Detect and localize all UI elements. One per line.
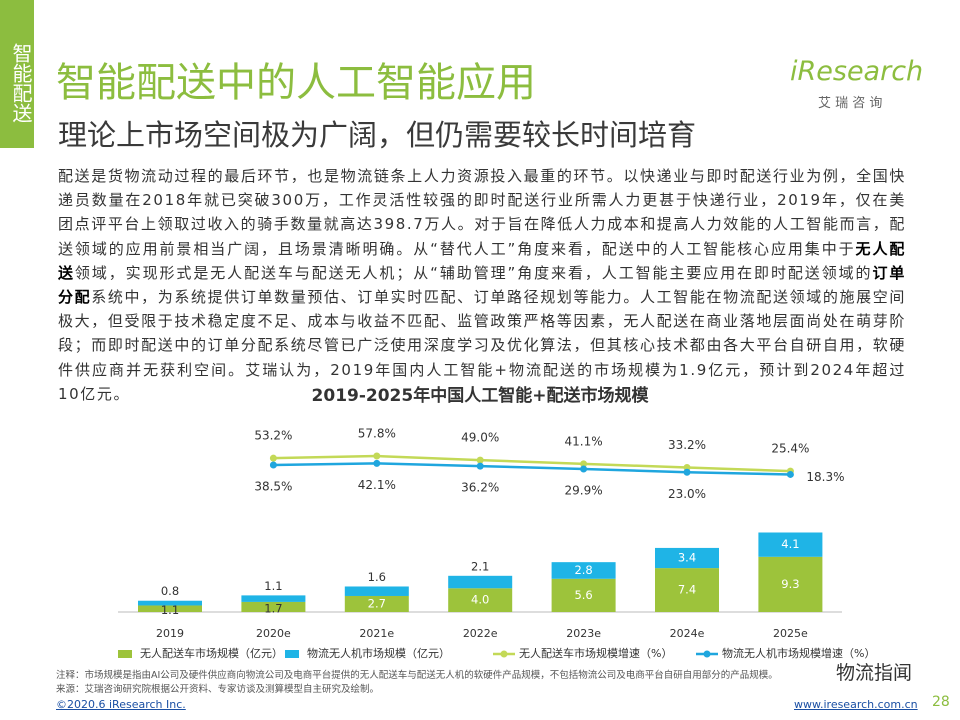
bar-segment	[551, 562, 616, 579]
line-label: 25.4%	[771, 442, 809, 456]
line-label: 18.3%	[806, 470, 844, 484]
line-label: 42.1%	[358, 478, 396, 492]
legend-swatch	[500, 650, 508, 658]
bar-segment	[448, 588, 513, 612]
bar-segment	[655, 568, 719, 612]
bar-segment	[138, 600, 202, 606]
bar-segment	[241, 601, 306, 612]
watermark: 物流指闻	[836, 662, 913, 684]
bar-segment	[655, 547, 719, 569]
line-marker	[476, 456, 484, 464]
line-label: 38.5%	[254, 480, 292, 494]
legend-label: 无人配送车市场规模增速（%）	[519, 646, 672, 660]
bar-label: 4.0	[471, 593, 489, 607]
body-segment: 系统中，为系统提供订单数量预估、订单实时匹配、订单路径规划等能力。人工智能在物流…	[58, 288, 907, 403]
line-marker	[373, 459, 381, 467]
body-segment: 订单分配	[58, 263, 906, 307]
bar-label: 7.4	[678, 583, 696, 597]
line-marker	[373, 452, 381, 460]
bar-label: 2.1	[471, 559, 489, 573]
chart-title: 2019-2025年中国人工智能+配送市场规模	[312, 385, 650, 406]
legend-label: 物流无人机市场规模（亿元）	[307, 646, 450, 660]
bar-label: 9.3	[781, 577, 799, 591]
logo: iResearch	[790, 56, 924, 87]
line-marker	[269, 461, 277, 469]
bar-label: 3.4	[678, 551, 696, 565]
line-label: 29.9%	[565, 484, 603, 498]
chart: 2019-2025年中国人工智能+配送市场规模 2019 2020e 2021e 20…	[118, 385, 875, 660]
bar-label: 1.7	[264, 601, 282, 615]
bar-segment	[551, 578, 616, 612]
bar-segment	[344, 595, 409, 612]
line-marker	[683, 468, 691, 476]
page-number: 28	[932, 694, 950, 710]
line	[273, 454, 791, 473]
bar-segment	[758, 556, 823, 612]
legend-swatch	[285, 650, 299, 658]
legend-swatch	[118, 650, 132, 658]
line-marker	[269, 454, 277, 462]
slide-title: 智能配送中的人工智能应用	[56, 60, 536, 106]
line-marker	[580, 460, 588, 468]
line	[273, 462, 791, 476]
line-marker	[786, 470, 794, 478]
bar-label: 2.7	[368, 596, 386, 610]
x-tick-label: 2022e	[463, 627, 498, 640]
bar-label: 5.6	[574, 588, 592, 602]
bar-segment	[241, 595, 306, 602]
body-text: 配送是货物流动过程的最后环节，也是物流链条上人力资源投入最重的环节。以快递业与即…	[58, 164, 906, 406]
legend-label: 无人配送车市场规模（亿元）	[140, 646, 283, 660]
bar-segment	[344, 586, 409, 596]
line-marker	[476, 462, 484, 470]
body-segment: 领域，实现形式是无人配送车与配送无人机；从“辅助管理”角度来看，人工智能主要应用…	[74, 263, 873, 282]
line-label: 41.1%	[565, 434, 603, 448]
legend-swatch	[703, 650, 711, 658]
url: www.iresearch.com.cn	[794, 698, 918, 711]
bar-segment	[758, 532, 823, 557]
side-label: 智能配送	[0, 0, 34, 148]
line-marker	[580, 465, 588, 473]
bar-segment	[448, 575, 513, 589]
x-tick-label: 2025e	[773, 627, 808, 640]
note: 注释：市场规模是指由AI公司及硬件供应商向物流公司及电商平台提供的无人配送车与配…	[56, 670, 778, 681]
bar-segment	[138, 605, 202, 612]
line-label: 33.2%	[668, 438, 706, 452]
bar-label: 1.1	[161, 603, 179, 617]
source: 来源：艾瑞咨询研究院根据公开资料、专家访谈及测算模型自主研究及绘制。	[56, 684, 380, 695]
bar-label: 1.1	[264, 579, 282, 593]
line-label: 36.2%	[461, 481, 499, 495]
x-tick-label: 2023e	[566, 627, 601, 640]
body-segment: 无人配送	[58, 239, 906, 282]
line-label: 49.0%	[461, 431, 499, 445]
line-label: 23.0%	[668, 487, 706, 501]
body-segment: 配送是货物流动过程的最后环节，也是物流链条上人力资源投入最重的环节。以快递业与即…	[58, 167, 906, 258]
x-tick-label: 2020e	[256, 627, 291, 640]
line-label: 57.8%	[358, 427, 396, 441]
legend-label: 物流无人机市场规模增速（%）	[722, 646, 875, 660]
bar-label: 1.6	[368, 570, 386, 584]
x-tick-label: 2024e	[670, 627, 705, 640]
bar-label: 4.1	[781, 537, 799, 551]
bar-label: 2.8	[574, 563, 592, 577]
x-tick-label: 2019	[156, 627, 184, 640]
copyright: ©2020.6 iResearch Inc.	[56, 698, 186, 711]
line-label: 53.2%	[254, 429, 292, 443]
x-tick-label: 2021e	[359, 627, 394, 640]
logo-sub: 艾 瑞 咨 询	[818, 96, 883, 111]
slide-subtitle: 理论上市场空间极为广阔，但仍需要较长时间培育	[58, 118, 697, 152]
bar-label: 0.8	[161, 584, 179, 598]
